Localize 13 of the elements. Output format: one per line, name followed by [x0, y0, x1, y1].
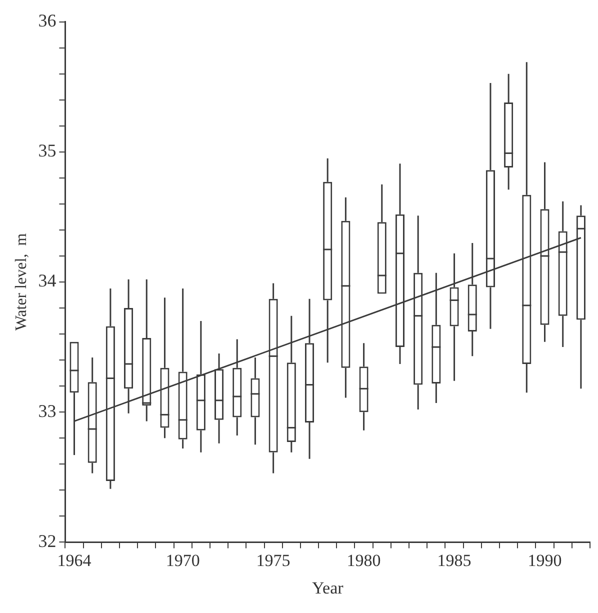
y-tick-label: 34: [38, 270, 56, 291]
y-tick-label: 32: [38, 530, 56, 551]
x-axis-title: Year: [312, 578, 344, 598]
x-tick-label: 1964: [57, 550, 92, 570]
y-axis-title: Water level, m: [12, 232, 30, 331]
x-tick-label: 1970: [166, 550, 200, 570]
y-tick-label: 35: [38, 140, 56, 161]
x-tick-label: 1990: [528, 550, 562, 570]
x-tick-label: 1980: [346, 550, 381, 570]
x-tick-label: 1975: [256, 550, 290, 570]
y-tick-label: 33: [38, 400, 56, 421]
x-tick-label: 1985: [437, 550, 472, 570]
y-tick-label: 36: [38, 10, 56, 31]
